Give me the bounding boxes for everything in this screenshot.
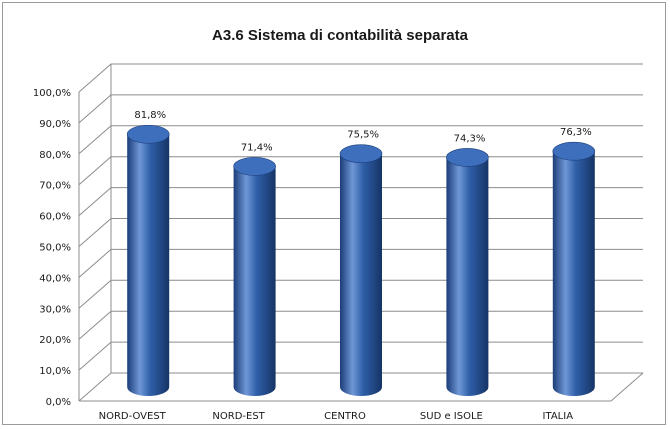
bar <box>339 144 383 396</box>
gridline <box>78 63 643 93</box>
category-label: NORD-EST <box>212 411 265 422</box>
bar <box>233 157 276 396</box>
y-tick-label: 60,0% <box>39 212 71 223</box>
data-label: 74,3% <box>454 133 486 144</box>
data-label: 75,5% <box>347 130 379 141</box>
grid-layer <box>78 63 644 402</box>
bar-body <box>127 134 170 396</box>
y-tick-label: 0,0% <box>46 397 71 408</box>
data-label: 71,4% <box>241 142 273 153</box>
bar-top <box>126 124 170 144</box>
category-label: ITALIA <box>543 411 574 422</box>
data-label: 76,3% <box>560 127 592 138</box>
bar-top <box>339 144 383 164</box>
chart-frame: A3.6 Sistema di contabilità separata 0,0… <box>2 2 666 425</box>
bars <box>126 124 596 396</box>
bar-top <box>233 157 276 176</box>
data-label: 81,8% <box>134 110 166 121</box>
category-label: CENTRO <box>324 411 366 422</box>
y-tick-label: 100,0% <box>33 88 71 99</box>
floor-edge <box>79 372 644 402</box>
chart-canvas: A3.6 Sistema di contabilità separata 0,0… <box>33 27 644 422</box>
bar-body <box>446 157 489 396</box>
bar-body <box>552 151 595 396</box>
bar-top <box>446 148 489 167</box>
y-tick-label: 70,0% <box>39 181 71 192</box>
y-tick-label: 80,0% <box>39 150 71 161</box>
bar <box>446 148 489 396</box>
y-tick-label: 50,0% <box>39 243 71 254</box>
bar <box>126 124 170 396</box>
bar <box>552 141 596 396</box>
y-tick-label: 40,0% <box>39 273 71 284</box>
category-labels: NORD-OVEST NORD-EST CENTRO SUD e ISOLE ITALI… <box>99 411 574 422</box>
category-label: NORD-OVEST <box>99 411 167 422</box>
data-labels: 81,8% 71,4% 75,5% 74,3% 76,3% <box>134 110 591 153</box>
y-tick-label: 30,0% <box>39 304 71 315</box>
y-tick-label: 90,0% <box>39 119 71 130</box>
bar-body <box>233 166 276 396</box>
chart-title: A3.6 Sistema di contabilità separata <box>212 27 469 44</box>
bar-top <box>552 141 596 161</box>
y-axis-ticks: 0,0% 10,0% 20,0% 30,0% 40,0% 50,0% 60,0% 70,0% 8… <box>33 88 71 408</box>
y-tick-label: 10,0% <box>39 366 71 377</box>
bar-body <box>340 153 382 396</box>
y-tick-label: 20,0% <box>39 335 71 346</box>
category-label: SUD e ISOLE <box>420 411 483 422</box>
